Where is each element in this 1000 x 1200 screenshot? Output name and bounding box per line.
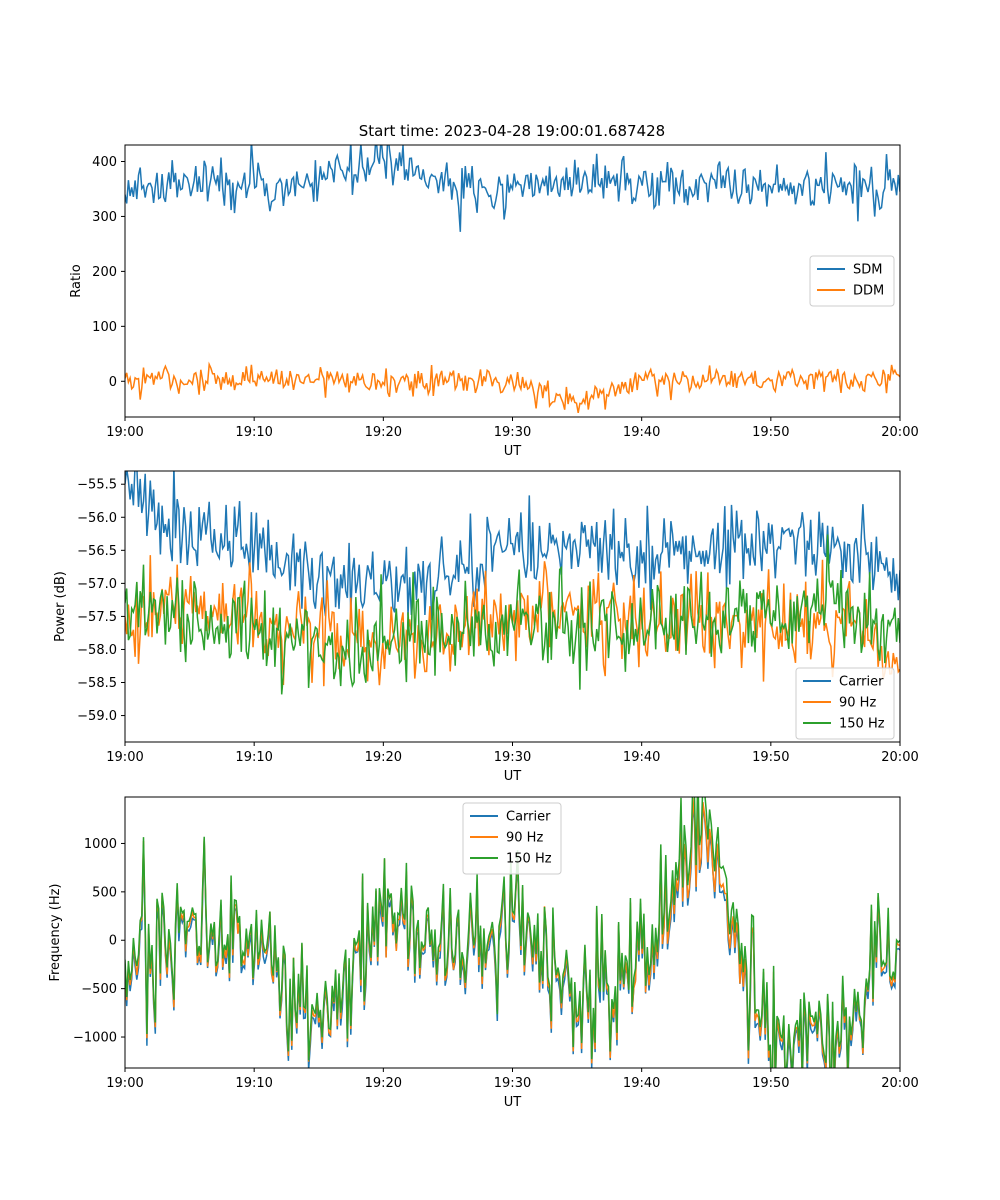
x-tick-label: 20:00 xyxy=(881,425,918,440)
legend-label: 150 Hz xyxy=(839,717,885,732)
legend-box xyxy=(795,667,895,740)
x-tick-label: 19:00 xyxy=(106,425,143,440)
x-tick-label: 19:50 xyxy=(752,1076,789,1091)
x-tick-label: 19:10 xyxy=(235,750,272,765)
ratio-panel: 19:00 19:10 19:20 19:30 19:40 19:50 20:00 0 100 2… xyxy=(69,144,919,459)
x-tick-label: 19:20 xyxy=(365,750,402,765)
y-tick-label: −500 xyxy=(81,982,117,997)
y-tick-label: −57.5 xyxy=(77,610,117,625)
y-tick-label: 100 xyxy=(92,320,117,335)
series-line-150-hz xyxy=(125,534,900,695)
series-line-ddm xyxy=(125,361,900,414)
y-axis-label: Power (dB) xyxy=(53,571,68,642)
y-tick-label: 0 xyxy=(109,934,117,949)
y-tick-label: 1000 xyxy=(84,837,117,852)
y-tick-label: 0 xyxy=(109,375,117,390)
x-tick-label: 19:50 xyxy=(752,750,789,765)
y-tick-label: 200 xyxy=(92,265,117,280)
figure-title: Start time: 2023-04-28 19:00:01.687428 xyxy=(359,122,665,140)
series-line-sdm xyxy=(125,145,900,232)
x-tick-label: 19:00 xyxy=(106,1076,143,1091)
y-tick-label: −1000 xyxy=(73,1031,117,1046)
y-tick-label: −59.0 xyxy=(77,709,117,724)
x-axis-label: UT xyxy=(504,444,522,459)
legend-label: 90 Hz xyxy=(839,696,876,711)
legend-label: DDM xyxy=(853,284,884,299)
x-tick-label: 20:00 xyxy=(881,1076,918,1091)
x-tick-label: 19:10 xyxy=(235,1076,272,1091)
frequency-panel: 19:00 19:10 19:20 19:30 19:40 19:50 20:00 −1000… xyxy=(48,796,919,1110)
y-axis-label: Ratio xyxy=(69,264,84,297)
x-tick-label: 19:40 xyxy=(623,425,660,440)
legend-box xyxy=(462,802,562,875)
x-tick-label: 19:30 xyxy=(494,750,531,765)
x-tick-label: 19:40 xyxy=(623,1076,660,1091)
legend: Carrier 90 Hz 150 Hz xyxy=(462,802,562,875)
x-tick-label: 19:20 xyxy=(365,425,402,440)
y-tick-label: −58.5 xyxy=(77,676,117,691)
y-tick-label: 400 xyxy=(92,155,117,170)
legend-label: Carrier xyxy=(506,810,551,825)
y-tick-label: 300 xyxy=(92,210,117,225)
y-tick-label: −56.5 xyxy=(77,544,117,559)
y-tick-label: −56.0 xyxy=(77,511,117,526)
x-tick-label: 19:10 xyxy=(235,425,272,440)
x-tick-label: 20:00 xyxy=(881,750,918,765)
y-tick-label: −57.0 xyxy=(77,577,117,592)
x-tick-label: 19:00 xyxy=(106,750,143,765)
legend-label: Carrier xyxy=(839,675,884,690)
x-tick-label: 19:40 xyxy=(623,750,660,765)
y-tick-label: −58.0 xyxy=(77,643,117,658)
x-tick-label: 19:30 xyxy=(494,1076,531,1091)
x-axis-label: UT xyxy=(504,769,522,784)
y-tick-label: 500 xyxy=(92,885,117,900)
series-line-150-hz xyxy=(125,797,900,1068)
y-axis-label: Frequency (Hz) xyxy=(48,883,63,981)
x-axis-label: UT xyxy=(504,1095,522,1110)
legend-label: 150 Hz xyxy=(506,852,552,867)
legend: SDM DDM xyxy=(809,255,895,307)
legend-label: 90 Hz xyxy=(506,831,543,846)
power-panel: 19:00 19:10 19:20 19:30 19:40 19:50 20:00 −59.0… xyxy=(53,470,919,784)
legend: Carrier 90 Hz 150 Hz xyxy=(795,667,895,740)
x-tick-label: 19:50 xyxy=(752,425,789,440)
x-tick-label: 19:20 xyxy=(365,1076,402,1091)
series-line-carrier xyxy=(125,471,900,621)
legend-label: SDM xyxy=(853,263,882,278)
y-tick-label: −55.5 xyxy=(77,478,117,493)
x-tick-label: 19:30 xyxy=(494,425,531,440)
